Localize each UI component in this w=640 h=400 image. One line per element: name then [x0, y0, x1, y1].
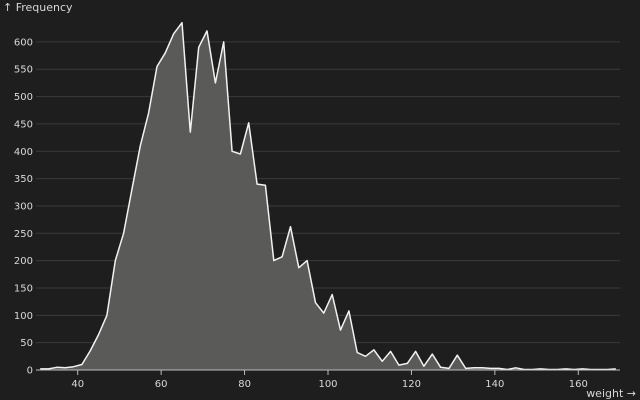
x-tick-label: 120 — [402, 379, 421, 390]
y-tick-label: 450 — [14, 119, 33, 130]
x-tick-label: 160 — [569, 379, 588, 390]
y-tick-label: 250 — [14, 229, 33, 240]
y-tick-label: 100 — [14, 311, 33, 322]
x-axis-title: weight → — [586, 387, 636, 400]
x-tick-label: 80 — [238, 379, 251, 390]
y-axis-title: ↑ Frequency — [3, 1, 73, 14]
y-axis: 0 50 100 150 200 250 300 350 400 450 500 550 600 — [14, 37, 33, 376]
x-tick-label: 140 — [485, 379, 504, 390]
x-tick-label: 40 — [71, 379, 84, 390]
x-tick-label: 60 — [155, 379, 168, 390]
x-tick-label: 100 — [318, 379, 337, 390]
frequency-line — [40, 21, 616, 371]
y-tick-label: 400 — [14, 147, 33, 158]
y-tick-label: 200 — [14, 256, 33, 267]
y-tick-label: 0 — [27, 366, 33, 377]
y-tick-label: 600 — [14, 37, 33, 48]
y-tick-label: 150 — [14, 283, 33, 294]
x-axis: 40 60 80 100 120 140 160 — [71, 370, 588, 390]
y-tick-label: 500 — [14, 92, 33, 103]
y-tick-label: 50 — [20, 338, 33, 349]
y-tick-label: 300 — [14, 201, 33, 212]
y-tick-label: 350 — [14, 174, 33, 185]
y-tick-label: 550 — [14, 65, 33, 76]
frequency-area — [40, 22, 616, 370]
